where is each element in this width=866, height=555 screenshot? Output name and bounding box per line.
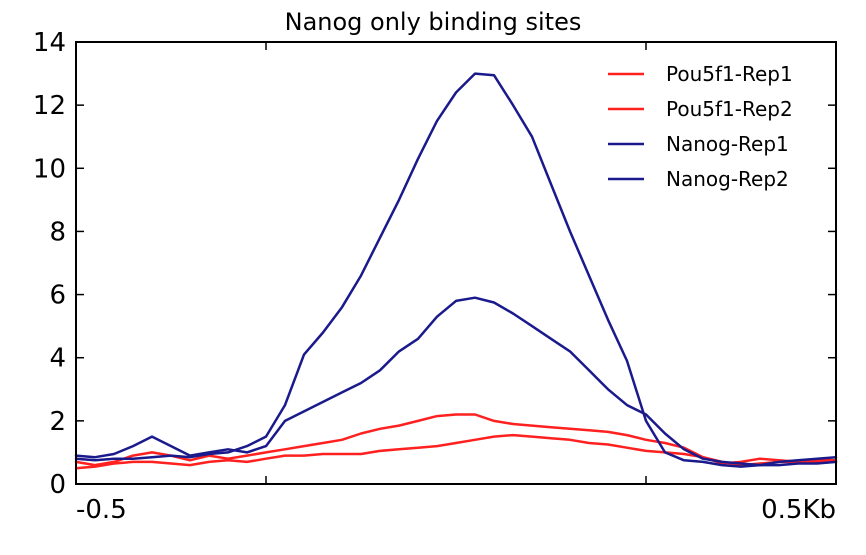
y-tick-label: 8 [49,217,66,247]
series-line-nanog-rep2 [74,72,838,468]
y-tick-label: 2 [49,407,66,437]
chart-title: Nanog only binding sites [285,8,582,36]
y-tick-label: 12 [33,91,66,121]
legend-label: Nanog-Rep2 [666,167,789,191]
legend-item: Nanog-Rep1 [608,132,789,156]
y-tick-label: 14 [33,28,66,58]
y-tick-label: 6 [49,281,66,311]
y-tick-label: 4 [49,344,66,374]
series-line-nanog-rep1 [74,296,838,467]
legend: Pou5f1-Rep1 Pou5f1-Rep2 Nanog-Rep1 Nanog-Re… [608,62,793,191]
y-tick-label: 10 [33,154,66,184]
legend-label: Pou5f1-Rep2 [666,97,793,121]
x-tick-label: 0.5Kb [761,495,836,525]
legend-label: Pou5f1-Rep1 [666,62,793,86]
x-tick-label: -0.5 [76,495,127,525]
legend-item: Pou5f1-Rep1 [608,62,793,86]
legend-item: Pou5f1-Rep2 [608,97,793,121]
series-layer [74,72,838,470]
ticks-layer: 0 2 4 6 8 10 12 14 -0.5 0.5Kb [33,28,837,525]
legend-label: Nanog-Rep1 [666,132,789,156]
legend-item: Nanog-Rep2 [608,167,789,191]
plot-frame [75,41,837,485]
y-tick-label: 0 [49,470,66,500]
